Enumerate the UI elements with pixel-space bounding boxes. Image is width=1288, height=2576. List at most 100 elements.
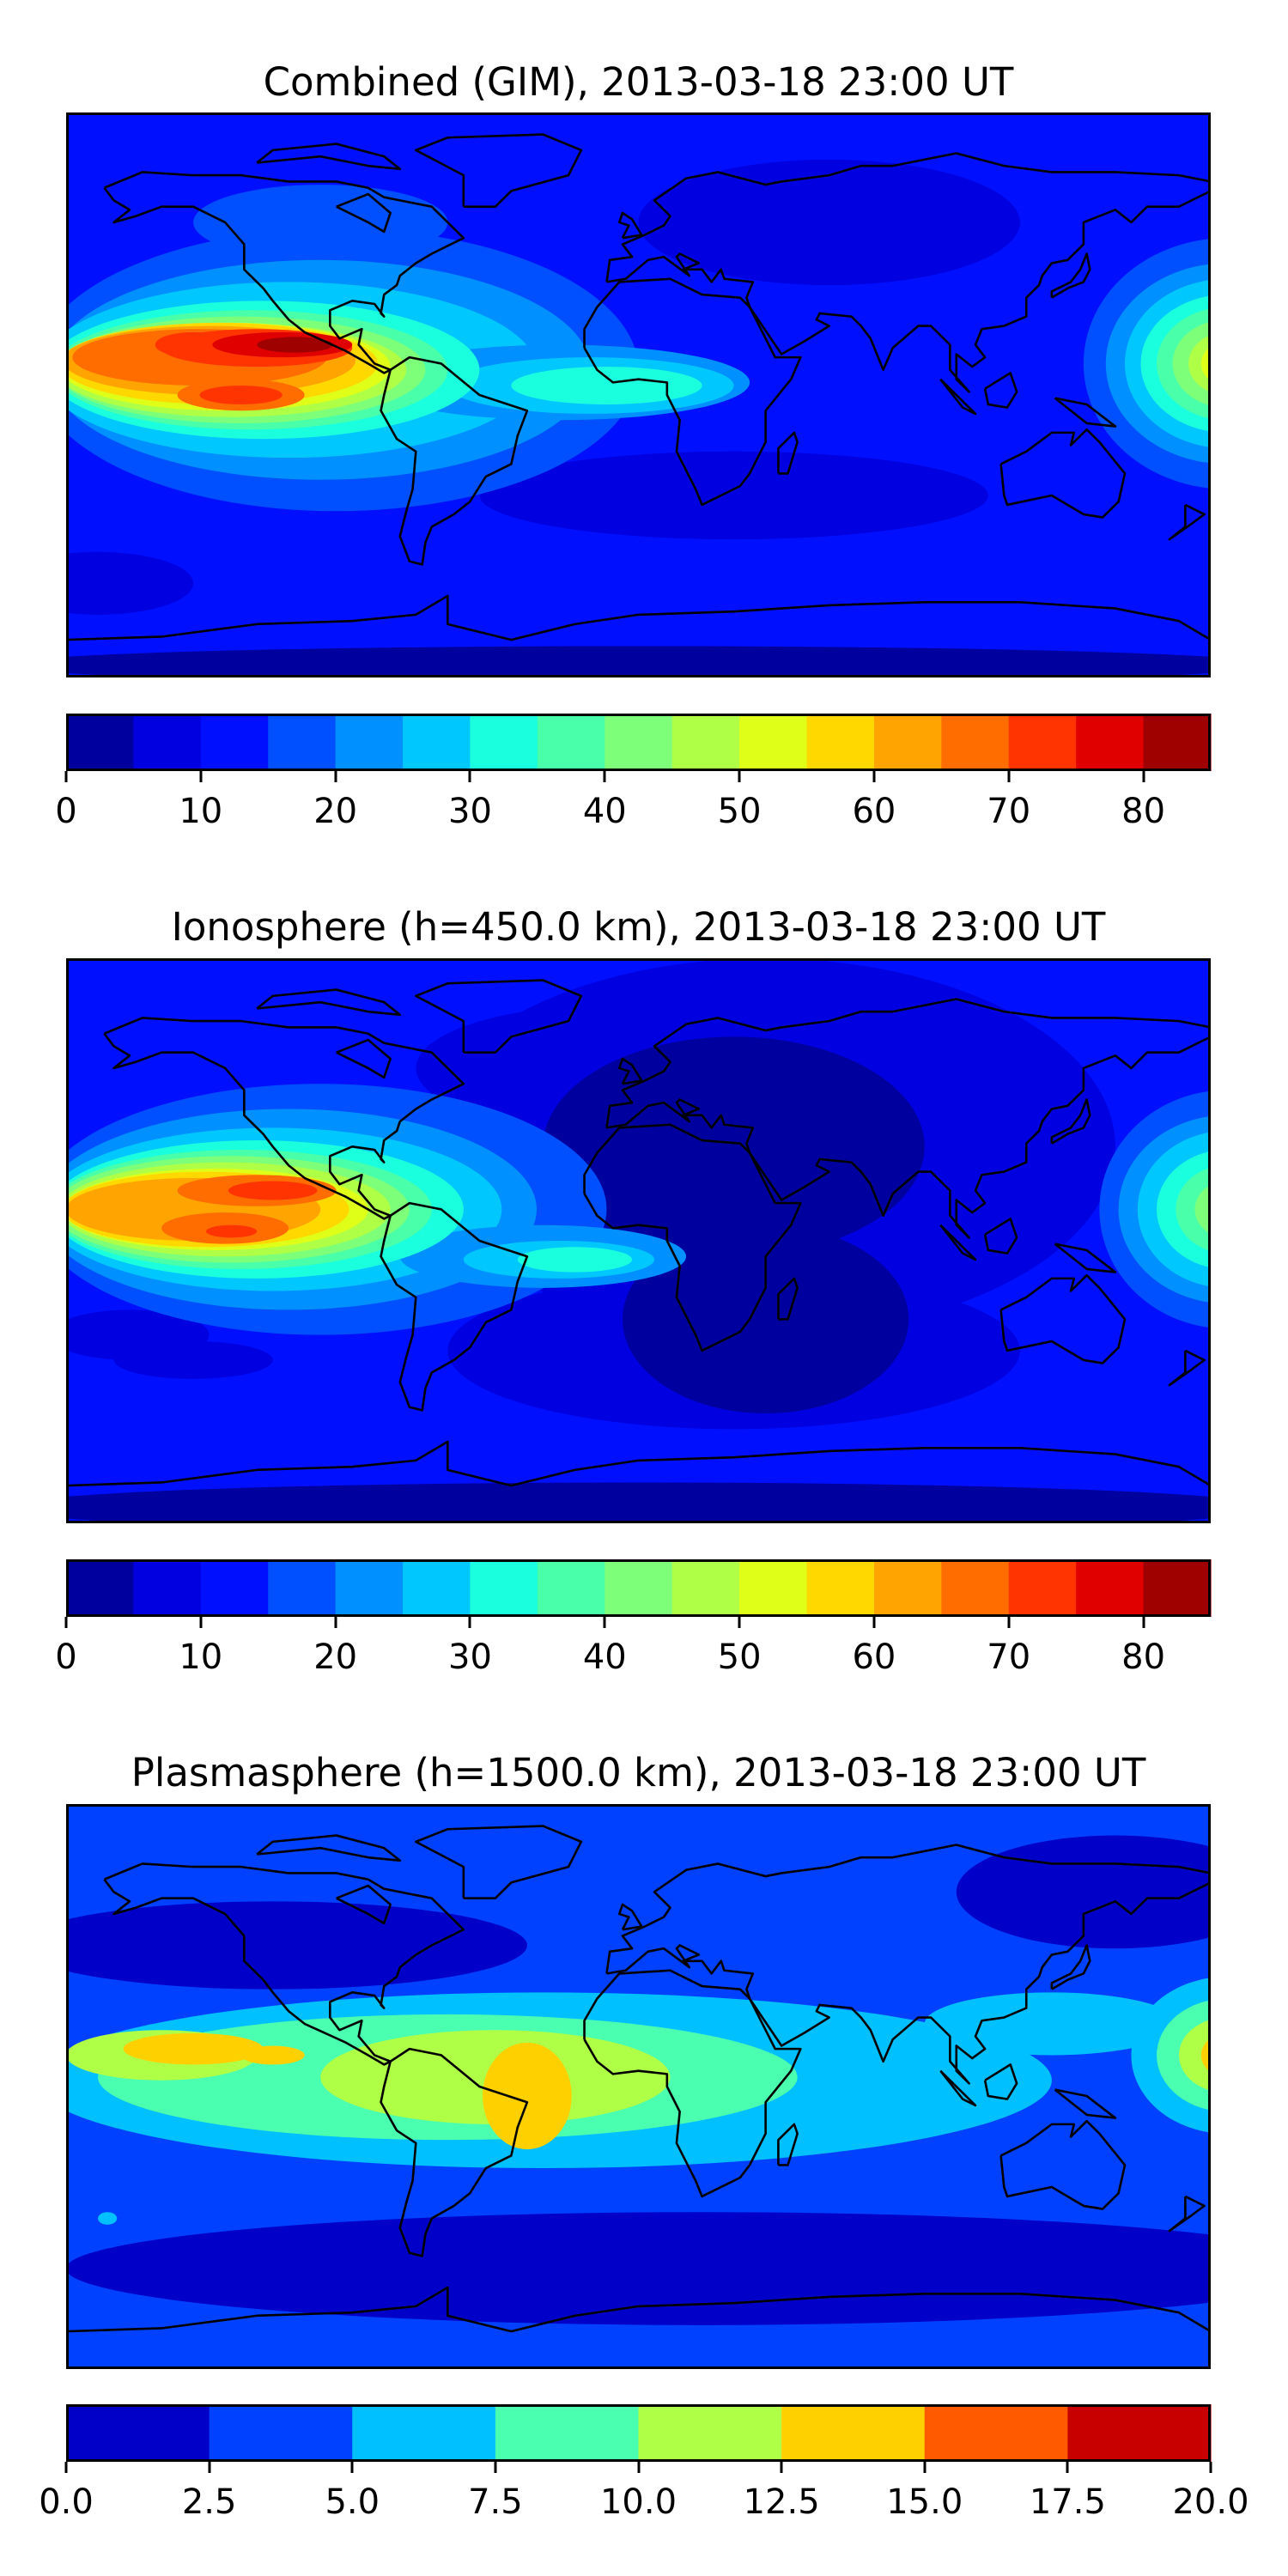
coastline [1170,2196,1205,2231]
colorbar-tick-label: 20 [313,792,358,831]
coastline [381,357,527,564]
contour-region [543,1036,925,1257]
colorbar-tick-label: 70 [987,792,1031,831]
colorbar-swatch [1067,2404,1212,2462]
contour-region [155,331,232,358]
colorbar-tick-label: 5.0 [325,2482,380,2522]
colorbar-tick-label: 60 [852,792,896,831]
colorbar-tick-label: 60 [852,1637,896,1677]
colorbar-swatch [268,714,337,771]
colorbar-swatch [941,714,1010,771]
coastline [1170,505,1205,539]
colorbar-tick [468,1617,471,1628]
contour-region [66,2212,1211,2325]
colorbar-tick [64,2462,68,2473]
coastline [778,2124,797,2166]
colorbar-swatch [781,2404,926,2462]
contour-region [240,2045,305,2065]
contour-region [123,2032,264,2065]
coastline [606,999,1211,1238]
contour-region [517,1247,633,1273]
coastline [381,1203,527,1410]
colorbar-swatch [470,1559,538,1617]
coastline [985,2064,1017,2099]
colorbar-tick [350,2462,354,2473]
coastline [1055,398,1115,427]
contour-region [98,2212,118,2225]
colorbar-tick [603,771,606,782]
colorbar-swatch [638,2404,782,2462]
colorbar-tick-label: 40 [582,792,627,831]
colorbar-swatch [1143,1559,1212,1617]
contour-region [924,1992,1179,2056]
contour-region [1178,2020,1211,2091]
coastline [585,1125,801,1351]
colorbar-swatch [1143,714,1212,771]
coastline [606,154,1211,392]
colorbar-swatch [806,1559,875,1617]
coastline [416,981,581,1053]
colorbar-swatch [470,714,538,771]
contour-region [66,2237,448,2300]
coastline [337,1886,391,1923]
colorbar-tick-label: 0 [55,1637,77,1677]
colorbar-tick-label: 30 [448,1637,492,1677]
colorbar-tick-label: 50 [717,792,762,831]
coastline [940,2071,975,2105]
coastline [619,1905,641,1929]
coastline [257,1836,400,1861]
coastline [66,596,1211,640]
colorbar-swatch [873,1559,942,1617]
contour-region [638,159,1020,286]
colorbar-tick-label: 12.5 [743,2482,820,2522]
colorbar-tick-label: 0.0 [39,2482,94,2522]
coastline [619,213,641,238]
colorbar-ionosphere: 0 10 20 30 40 50 60 70 80 [55,1559,1212,1674]
colorbar-swatch [352,2404,496,2462]
contour-region [228,1181,318,1200]
colorbar-tick [208,2462,211,2473]
colorbar-swatch [1008,714,1077,771]
colorbar-tick [872,1617,876,1628]
colorbar-swatch [671,1559,740,1617]
map-combined [66,112,1211,677]
colorbar-tick [1066,2462,1069,2473]
colorbar-tick [872,771,876,782]
coastline [337,194,391,232]
panel-title-combined: Combined (GIM), 2013-03-18 23:00 UT [263,59,1014,105]
map-svg [66,1804,1211,2369]
coastline [778,1279,797,1320]
colorbar-tick [738,771,741,782]
coastline [104,1863,463,2064]
colorbar-swatch [200,1559,269,1617]
coastline [381,2049,527,2256]
coastline [1001,429,1125,517]
colorbar-swatch [1076,1559,1145,1617]
panel-title-ionosphere: Ionosphere (h=450.0 km), 2013-03-18 23:0… [171,904,1106,950]
colorbar-tick-label: 17.5 [1029,2482,1106,2522]
colorbar-swatch [133,714,202,771]
colorbar-tick [1209,2462,1212,2473]
coastline [1170,1351,1205,1385]
contour-region [622,1224,909,1414]
colorbar-swatch [133,1559,202,1617]
colorbar-swatch [605,1559,673,1617]
coastline [940,380,975,414]
colorbar-tick [1007,771,1011,782]
colorbar-swatch [1076,714,1145,771]
colorbar-tick [334,771,337,782]
coastline [940,1225,975,1260]
contour-region [199,386,283,404]
colorbar-tick-label: 10 [179,1637,223,1677]
panel-title-plasmasphere: Plasmasphere (h=1500.0 km), 2013-03-18 2… [131,1750,1146,1795]
colorbar-tick-label: 0 [55,792,77,831]
colorbar-swatch [335,714,404,771]
colorbar-tick-label: 7.5 [468,2482,523,2522]
coastline [1052,1946,1090,1990]
colorbar-svg [66,2404,1212,2462]
coastline [585,1971,801,2196]
colorbar-tick [603,1617,606,1628]
colorbar-swatch [739,1559,808,1617]
coastline [104,172,463,373]
contour-region [479,451,988,540]
